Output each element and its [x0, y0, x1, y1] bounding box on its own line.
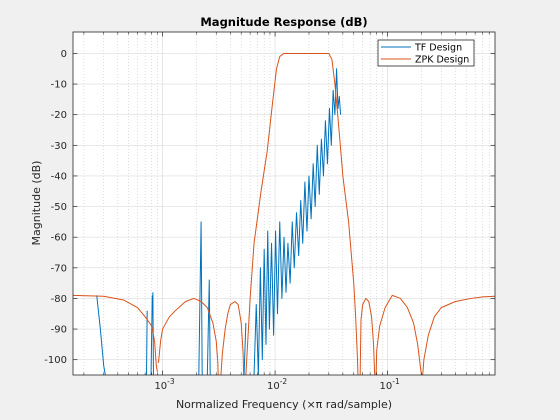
legend-label-zpk-design: ZPK Design [415, 55, 469, 66]
y-tick-label: -80 [51, 294, 67, 305]
plot-lines [73, 52, 495, 375]
x-axis-label: Normalized Frequency (×π rad/sample) [176, 398, 392, 411]
series-line-tf-design [253, 68, 342, 375]
y-tick-label: -70 [51, 263, 67, 274]
series-line-zpk-design [245, 52, 359, 375]
axes-background [73, 32, 495, 375]
x-tick-label: 10-2 [267, 377, 287, 392]
series-line-tf-design [96, 295, 106, 375]
y-tick-label: -10 [51, 80, 67, 91]
y-tick-label: -90 [51, 325, 67, 336]
x-tick-label: 10-3 [154, 377, 174, 392]
y-tick-label: -30 [51, 141, 67, 152]
series-line-zpk-design [73, 294, 158, 373]
y-axis-label: Magnitude (dB) [30, 161, 43, 246]
x-tick-labels: 10-3 10-2 10-1 [154, 377, 399, 392]
y-tick-label: 0 [61, 49, 67, 60]
y-tick-label: -100 [44, 355, 67, 366]
series-line-zpk-design [422, 295, 495, 375]
legend-box [377, 39, 475, 67]
series-line-tf-design [243, 322, 247, 375]
series-line-zpk-design [359, 297, 376, 375]
y-tick-label: -20 [51, 110, 67, 121]
axes-box [72, 31, 496, 376]
series-line-zpk-design [375, 294, 422, 375]
series-line-zpk-design [220, 301, 245, 375]
legend: TF Design ZPK Design [377, 39, 475, 67]
series-line-tf-design [150, 295, 153, 375]
minor-grid [83, 32, 490, 375]
series-line-tf-design [198, 221, 203, 375]
legend-label-tf-design: TF Design [414, 43, 462, 54]
axis-ticks [73, 32, 495, 375]
series-line-zpk-design [157, 297, 219, 375]
series-line-tf-design [206, 279, 211, 375]
series-line-tf-design [146, 310, 148, 375]
y-tick-label: -40 [51, 171, 67, 182]
y-tick-label: -60 [51, 233, 67, 244]
y-tick-labels: 0 -10 -20 -30 -40 -50 -60 -70 -80 -90 -100 [44, 49, 67, 366]
y-tick-label: -50 [51, 202, 67, 213]
x-tick-label: 10-1 [380, 377, 400, 392]
chart-title: Magnitude Response (dB) [200, 15, 367, 29]
